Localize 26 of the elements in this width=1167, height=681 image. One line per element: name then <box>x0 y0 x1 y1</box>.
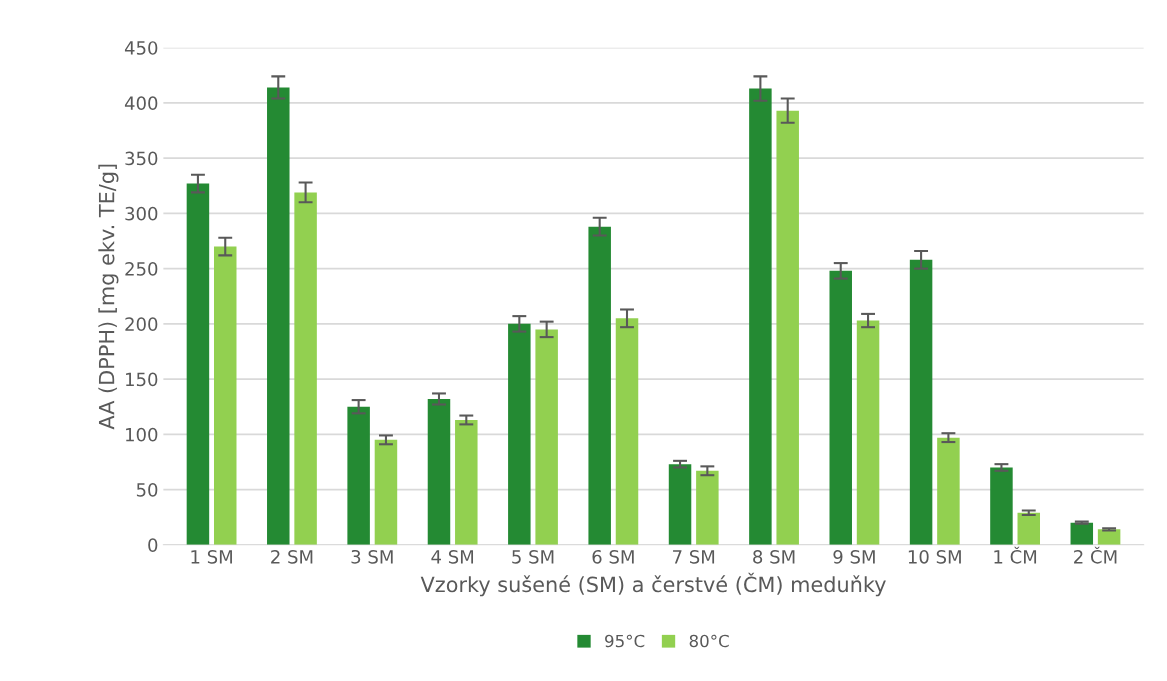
x-axis-title: Vzorky sušené (SM) a čerstvé (ČM) meduňky <box>420 572 886 597</box>
x-tick-label: 10 SM <box>908 549 961 564</box>
y-tick-label: 250 <box>125 262 158 276</box>
y-tick-label: 150 <box>126 372 158 387</box>
legend-label: 80°C <box>689 634 729 648</box>
y-tick-label: 200 <box>125 317 158 331</box>
y-tick-label: 100 <box>126 427 158 442</box>
x-tick-label: 2 SM <box>271 549 313 564</box>
y-tick-label: 50 <box>136 483 158 497</box>
y-tick-label: 400 <box>124 96 158 111</box>
x-tick-label: 7 SM <box>673 549 715 564</box>
x-tick-label: 2 ČM <box>1074 546 1117 564</box>
x-tick-label: 8 SM <box>753 549 795 564</box>
x-tick-label: 4 SM <box>431 549 474 564</box>
legend-label: 95°C <box>605 634 645 648</box>
y-tick-label: 0 <box>148 538 158 552</box>
y-tick-label: 450 <box>124 41 158 55</box>
x-tick-label: 1 SM <box>191 549 232 564</box>
x-tick-label: 3 SM <box>351 549 393 564</box>
y-tick-label: 350 <box>125 151 158 166</box>
y-tick-label: 300 <box>125 206 158 221</box>
x-tick-label: 6 SM <box>592 549 634 564</box>
x-tick-label: 1 ČM <box>994 546 1037 564</box>
y-axis-title: AA (DPPH) [mg ekv. TE/g] <box>98 164 119 430</box>
x-tick-label: 5 SM <box>512 549 554 564</box>
x-tick-label: 9 SM <box>833 549 875 564</box>
